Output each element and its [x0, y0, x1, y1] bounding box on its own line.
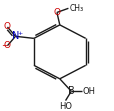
Text: +: +	[17, 31, 22, 36]
Text: B: B	[67, 86, 74, 96]
Text: HO: HO	[58, 102, 71, 111]
Text: CH₃: CH₃	[69, 4, 83, 13]
Text: N: N	[12, 31, 19, 41]
Text: O: O	[4, 22, 11, 31]
Text: OH: OH	[82, 87, 94, 96]
Text: O: O	[4, 41, 11, 50]
Text: O: O	[53, 8, 60, 17]
Text: −: −	[1, 41, 8, 50]
